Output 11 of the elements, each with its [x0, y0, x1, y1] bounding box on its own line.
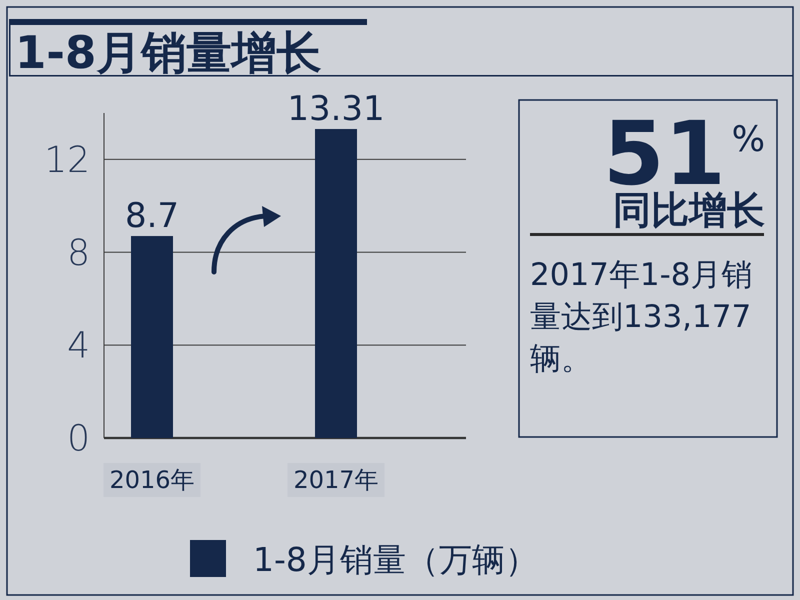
- y-tick-label: 4: [67, 326, 90, 367]
- x-tick-label: 2017年: [293, 466, 379, 494]
- y-tick-label: 8: [67, 232, 90, 274]
- text: 2017年1-8月销量达到133,177辆。: [530, 257, 753, 377]
- y-tick-label: 0: [67, 418, 90, 460]
- chart-title: 1-8月销量增长: [15, 26, 322, 79]
- legend-label: 1-8月销量（万辆）: [253, 540, 538, 579]
- data-label: 8.7: [124, 196, 180, 236]
- y-tick-label: 12: [44, 140, 90, 182]
- data-label: 13.31: [287, 89, 385, 130]
- x-tick-label: 2016年: [109, 466, 195, 494]
